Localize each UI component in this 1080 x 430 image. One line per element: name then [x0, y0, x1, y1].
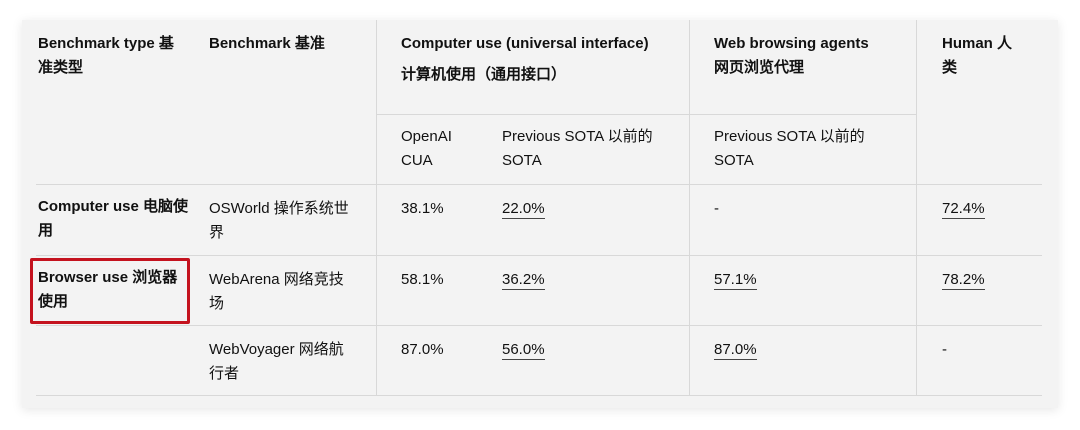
divider [916, 20, 917, 396]
value-web-prev-sota-link[interactable]: 57.1% [714, 271, 757, 290]
value-human-link[interactable]: 78.2% [942, 271, 985, 290]
row-type-browser-use: Browser use 浏览器使用 [38, 269, 178, 310]
subheader-previous-sota-web: Previous SOTA 以前的SOTA [714, 128, 865, 169]
value-prev-sota-link[interactable]: 36.2% [502, 271, 545, 290]
value-human-link[interactable]: 72.4% [942, 200, 985, 219]
header-benchmark: Benchmark 基准 [209, 35, 325, 52]
divider [36, 255, 1042, 256]
subheader-openai-cua: OpenAI CUA [401, 128, 452, 169]
header-computer-use-cn: 计算机使用（通用接口） [401, 66, 567, 83]
divider [689, 20, 690, 396]
value-openai-cua: 58.1% [401, 271, 444, 288]
header-benchmark-type: Benchmark type 基准类型 [38, 35, 174, 76]
divider [36, 395, 1042, 396]
row-benchmark-osworld: OSWorld 操作系统世界 [209, 200, 349, 241]
row-benchmark-webarena: WebArena 网络竞技场 [209, 271, 344, 312]
value-openai-cua: 38.1% [401, 200, 444, 217]
value-prev-sota-link[interactable]: 56.0% [502, 341, 545, 360]
header-web-browsing: Web browsing agents 网页浏览代理 [714, 35, 869, 76]
benchmark-table [22, 20, 1058, 408]
highlight-box [30, 258, 190, 324]
divider [36, 325, 1042, 326]
value-prev-sota-link[interactable]: 22.0% [502, 200, 545, 219]
divider [376, 20, 377, 396]
header-computer-use: Computer use (universal interface) [401, 35, 649, 52]
value-openai-cua: 87.0% [401, 341, 444, 358]
row-type-computer-use: Computer use 电脑使用 [38, 198, 189, 239]
value-human: - [942, 341, 947, 358]
value-web-prev-sota: - [714, 200, 719, 217]
header-human: Human 人类 [942, 35, 1013, 76]
value-web-prev-sota-link[interactable]: 87.0% [714, 341, 757, 360]
row-benchmark-webvoyager: WebVoyager 网络航行者 [209, 341, 344, 382]
subheader-previous-sota: Previous SOTA 以前的SOTA [502, 128, 653, 169]
divider [376, 114, 916, 115]
divider [36, 184, 1042, 185]
